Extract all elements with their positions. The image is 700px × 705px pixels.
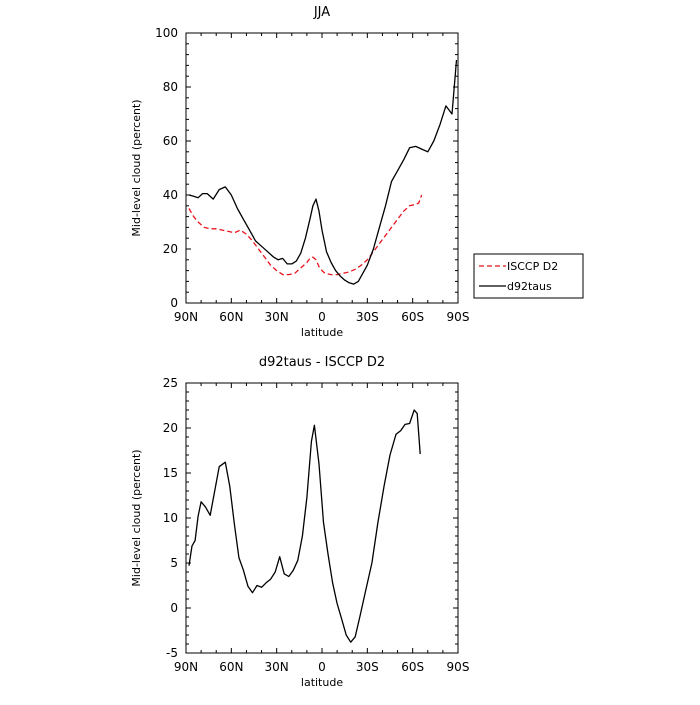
bottom-y-tick-label: -5 [166,646,178,660]
bottom-y-tick-label: 25 [163,376,178,390]
bottom-x-tick-label: 60S [401,660,424,674]
bottom-y-tick-label: 15 [163,466,178,480]
bottom-x-tick-label: 90S [447,660,470,674]
top-plot-frame [185,32,459,304]
bottom-y-axis-label: Mid-level cloud (percent) [130,449,143,586]
top-y-tick-label: 80 [163,80,178,94]
top-y-tick-label: 40 [163,188,178,202]
top-y-tick-label: 100 [155,26,178,40]
bottom-difference-series-line [188,409,421,643]
top-y-tick-label: 0 [170,296,178,310]
top-y-axis-label: Mid-level cloud (percent) [130,99,143,236]
top-panel: 90N 60N 30N 0 30S 60S 90S 0 20 40 60 80 100 JJA latitu… [130,5,584,339]
top-isccp-d2-series-line [188,194,423,276]
top-y-tick-label: 60 [163,134,178,148]
top-x-tick-label: 30S [356,310,379,324]
top-x-tick-label: 90S [447,310,470,324]
bottom-x-tick-label: 0 [318,660,326,674]
legend-entry-label: d92taus [507,280,552,293]
top-x-tick-label: 90N [174,310,198,324]
bottom-x-tick-label: 30N [265,660,289,674]
top-x-tick-label: 60S [401,310,424,324]
top-d92taus-series-line [188,59,458,285]
bottom-x-tick-label: 30S [356,660,379,674]
bottom-y-tick-label: 5 [170,556,178,570]
legend-box [473,253,584,299]
top-chart-title: JJA [313,5,330,20]
bottom-y-tick-label: 10 [163,511,178,525]
top-y-tick-label: 20 [163,242,178,256]
bottom-y-tick-label: 0 [170,601,178,615]
top-x-tick-label: 0 [318,310,326,324]
bottom-y-tick-label: 20 [163,421,178,435]
bottom-panel: 90N 60N 30N 0 30S 60S 90S -5 0 5 10 15 20 25 d92taus -… [130,355,469,689]
bottom-x-tick-label: 60N [219,660,243,674]
legend-entry-label: ISCCP D2 [507,260,558,273]
bottom-plot-frame [185,382,459,654]
bottom-x-axis-label: latitude [301,676,343,689]
top-x-axis-label: latitude [301,326,343,339]
top-legend: ISCCP D2 d92taus [473,253,584,299]
top-x-tick-label: 30N [265,310,289,324]
bottom-chart-title: d92taus - ISCCP D2 [259,355,385,370]
bottom-x-tick-label: 90N [174,660,198,674]
top-x-tick-label: 60N [219,310,243,324]
